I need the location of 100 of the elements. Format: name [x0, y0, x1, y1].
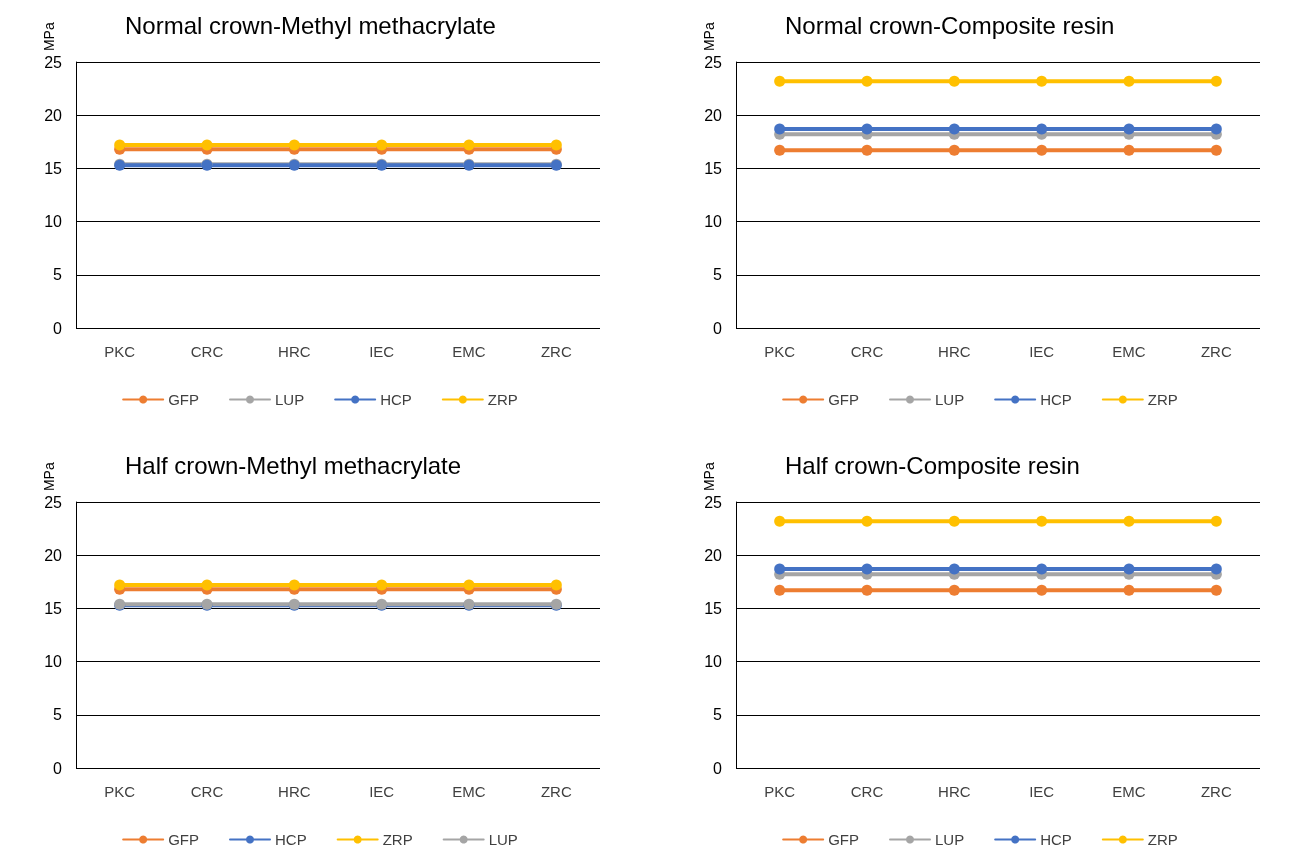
chart-title: Half crown-Methyl methacrylate [125, 451, 462, 479]
legend-label: GFP [168, 391, 199, 408]
legend-label: GFP [168, 831, 199, 848]
y-tick-label: 15 [44, 159, 63, 177]
y-tick-label: 0 [713, 759, 723, 777]
point [288, 139, 300, 151]
legend-label: HCP [274, 831, 307, 848]
point [1123, 563, 1135, 575]
point [948, 144, 960, 156]
legend-label: LUP [934, 391, 965, 408]
point [948, 515, 960, 527]
y-tick-label: 15 [704, 599, 723, 617]
x-tick-label: PKC [104, 783, 136, 800]
y-tick-label: 20 [704, 546, 723, 564]
y-tick-label: 10 [704, 213, 723, 231]
y-tick-label: 10 [44, 213, 63, 231]
x-tick-label: EMC [1112, 783, 1146, 800]
y-tick-label: 20 [44, 546, 63, 564]
point [948, 563, 960, 575]
y-tick-label: 25 [44, 53, 63, 71]
y-tick-label: 25 [704, 53, 723, 71]
legend-label: LUP [488, 831, 518, 848]
y-tick-label: 15 [44, 599, 63, 617]
chart-title: Half crown-Composite resin [785, 451, 1080, 479]
y-axis-title: MPa [701, 462, 717, 492]
point [1210, 123, 1222, 135]
point [948, 123, 960, 135]
y-tick-label: 10 [704, 653, 723, 671]
y-tick-label: 25 [704, 493, 723, 511]
legend-label: ZRP [1147, 831, 1178, 848]
point [774, 75, 786, 87]
point [1123, 515, 1135, 527]
point [1210, 563, 1222, 575]
y-axis-title: MPa [41, 22, 57, 52]
point [774, 515, 786, 527]
x-tick-label: HRC [938, 783, 971, 800]
y-tick-label: 5 [713, 706, 723, 724]
point [1210, 584, 1222, 596]
point [550, 139, 562, 151]
legend-label: ZRP [1147, 391, 1178, 408]
point [861, 584, 873, 596]
point [1210, 515, 1222, 527]
x-tick-label: EMC [452, 783, 486, 800]
x-tick-label: PKC [764, 783, 796, 800]
legend-label: ZRP [487, 391, 518, 408]
point [1123, 123, 1135, 135]
x-tick-label: CRC [190, 343, 224, 360]
y-tick-label: 10 [44, 653, 63, 671]
point [1036, 144, 1048, 156]
point [774, 584, 786, 596]
x-tick-label: HRC [278, 343, 311, 360]
point [774, 563, 786, 575]
x-tick-label: ZRC [1200, 343, 1232, 360]
x-tick-label: IEC [1029, 343, 1055, 360]
y-tick-label: 5 [53, 266, 63, 284]
legend-label: LUP [274, 391, 305, 408]
chart-title: Normal crown-Composite resin [785, 11, 1115, 39]
point [861, 123, 873, 135]
x-tick-label: HRC [278, 783, 311, 800]
x-tick-label: ZRC [540, 343, 572, 360]
legend-label: HCP [1040, 391, 1072, 408]
point [1123, 144, 1135, 156]
legend-label: GFP [828, 831, 859, 848]
x-tick-label: HRC [938, 343, 971, 360]
x-tick-label: EMC [452, 343, 486, 360]
y-tick-label: 0 [53, 319, 63, 337]
point [114, 139, 126, 151]
legend-label: ZRP [382, 831, 413, 848]
point [1210, 75, 1222, 87]
point [201, 139, 213, 151]
point [861, 515, 873, 527]
point [376, 139, 388, 151]
point [1036, 123, 1048, 135]
x-tick-label: CRC [190, 783, 224, 800]
chart-title: Normal crown-Methyl methacrylate [125, 11, 496, 39]
y-tick-label: 20 [704, 106, 723, 124]
point [861, 144, 873, 156]
point [1036, 515, 1048, 527]
point [376, 579, 388, 591]
y-tick-label: 5 [713, 266, 723, 284]
x-tick-label: CRC [850, 343, 884, 360]
point [114, 579, 126, 591]
y-tick-label: 25 [44, 493, 63, 511]
x-tick-label: IEC [369, 783, 395, 800]
y-tick-label: 0 [713, 319, 723, 337]
legend-label: HCP [1040, 831, 1072, 848]
y-tick-label: 0 [53, 759, 63, 777]
x-tick-label: IEC [369, 343, 395, 360]
x-tick-label: ZRC [1200, 783, 1232, 800]
y-axis-title: MPa [701, 22, 717, 52]
point [948, 75, 960, 87]
legend-label: LUP [934, 831, 965, 848]
y-tick-label: 5 [53, 706, 63, 724]
legend-label: GFP [828, 391, 859, 408]
point [1036, 75, 1048, 87]
point [948, 584, 960, 596]
x-tick-label: IEC [1029, 783, 1055, 800]
point [201, 579, 213, 591]
point [463, 139, 475, 151]
point [774, 123, 786, 135]
